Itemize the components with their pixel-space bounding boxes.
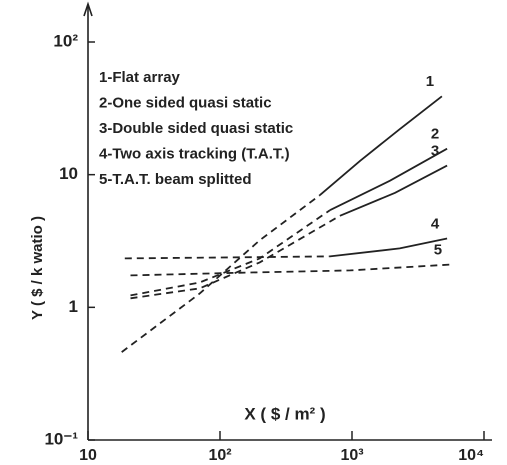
legend-entry: 4-Two axis tracking (T.A.T.): [99, 145, 290, 162]
curve: [339, 164, 448, 217]
y-tick-label: 1: [69, 297, 78, 316]
legend-entry: 2-One sided quasi static: [99, 94, 272, 111]
x-tick-label: 10²: [208, 447, 231, 464]
legend-entry: 5-T.A.T. beam splitted: [99, 171, 252, 188]
y-axis-label: Y ( $ / k watio ): [29, 216, 46, 320]
legend-entry: 3-Double sided quasi static: [99, 120, 293, 137]
x-tick-label: 10³: [340, 447, 363, 464]
curve-label: 2: [431, 126, 439, 143]
y-axis-arrow: [83, 1, 93, 17]
curve: [130, 209, 331, 297]
legend-entry: 1-Flat array: [99, 69, 181, 86]
y-tick-label: 10⁻¹: [44, 429, 78, 448]
curve: [121, 194, 321, 353]
x-tick-label: 10: [79, 447, 97, 464]
x-tick-label: 10⁴: [458, 447, 484, 464]
curve-label: 4: [431, 216, 440, 233]
x-axis-label: X ( $ / m² ): [244, 404, 325, 423]
y-tick-label: 10: [59, 164, 78, 183]
y-tick-label: 10²: [53, 31, 78, 50]
curve: [124, 255, 330, 260]
curve: [130, 215, 341, 300]
curve-label: 3: [431, 143, 439, 160]
curve: [130, 263, 450, 277]
curve: [329, 147, 448, 212]
curve-label: 5: [434, 242, 442, 259]
curve-label: 1: [426, 73, 434, 90]
curve: [319, 95, 443, 196]
curve: [329, 237, 448, 258]
